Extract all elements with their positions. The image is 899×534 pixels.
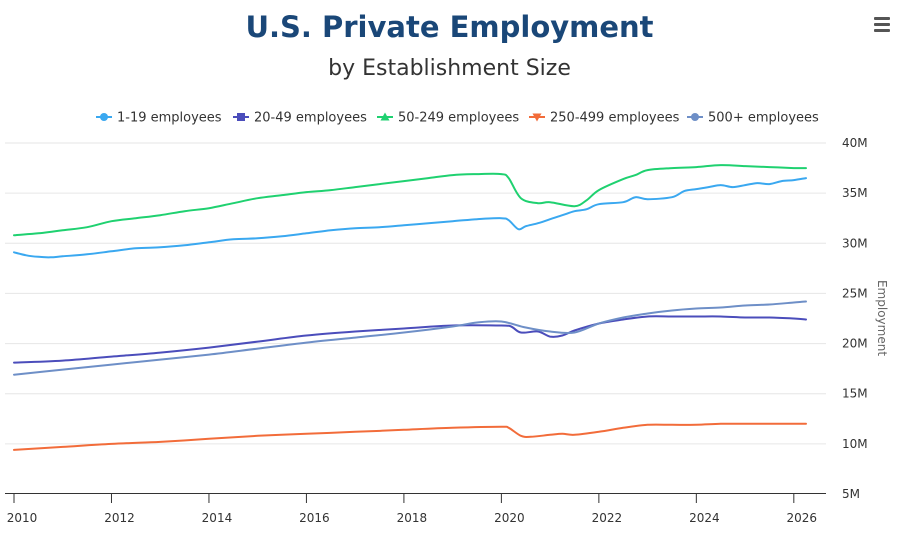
y-tick-label: 30M: [842, 236, 868, 250]
x-tick-label: 2020: [494, 511, 525, 525]
x-tick-label: 2014: [202, 511, 233, 525]
y-axis-title: Employment: [875, 280, 889, 356]
legend-marker: [237, 113, 245, 121]
series-line-2: [13, 164, 807, 237]
legend-item-1[interactable]: 20-49 employees: [233, 111, 367, 126]
hamburger-icon-bar: [874, 23, 890, 26]
legend-marker: [380, 112, 390, 121]
legend-item-3[interactable]: 250-499 employees: [529, 111, 680, 126]
series-lines: [13, 164, 807, 451]
legend-label: 1-19 employees: [117, 111, 222, 126]
y-tick-label: 35M: [842, 186, 868, 200]
legend-marker: [100, 113, 108, 121]
legend-item-4[interactable]: 500+ employees: [687, 111, 819, 126]
y-tick-label: 10M: [842, 437, 868, 451]
hamburger-icon-bar: [874, 17, 890, 20]
x-tick-label: 2018: [397, 511, 428, 525]
chart-subtitle: by Establishment Size: [328, 56, 571, 81]
legend-label: 20-49 employees: [254, 111, 367, 126]
x-tick-label: 2016: [299, 511, 330, 525]
x-tick-label: 2022: [592, 511, 623, 525]
series-line-3: [13, 422, 807, 451]
legend: 1-19 employees 20-49 employees 50-249 empl…: [96, 111, 819, 126]
chart-menu-button[interactable]: [868, 12, 896, 36]
x-tick-label: 2010: [7, 511, 38, 525]
legend-label: 50-249 employees: [398, 111, 519, 126]
series-line-1: [13, 315, 807, 364]
legend-item-0[interactable]: 1-19 employees: [96, 111, 222, 126]
legend-marker: [691, 113, 699, 121]
y-tick-label: 15M: [842, 387, 868, 401]
legend-marker: [532, 113, 542, 122]
x-tick-label: 2012: [104, 511, 135, 525]
legend-label: 500+ employees: [708, 111, 819, 126]
y-tick-label: 25M: [842, 286, 868, 300]
y-axis: 5M 10M 15M 20M 25M 30M 35M 40M: [842, 136, 868, 501]
series-line-0: [13, 177, 807, 259]
hamburger-icon-bar: [874, 29, 890, 32]
grid-lines: [5, 142, 826, 445]
y-tick-label: 40M: [842, 136, 868, 150]
x-axis: 2010 2012 2014 2016 2018 2020 2022 2024 2026: [5, 493, 826, 525]
x-tick-label: 2024: [689, 511, 720, 525]
y-tick-label: 20M: [842, 337, 868, 351]
y-tick-label: 5M: [842, 487, 860, 501]
x-tick-label: 2026: [787, 511, 818, 525]
chart-title: U.S. Private Employment: [245, 10, 654, 44]
legend-item-2[interactable]: 50-249 employees: [377, 111, 519, 126]
legend-label: 250-499 employees: [550, 111, 680, 126]
series-line-4: [13, 300, 807, 376]
